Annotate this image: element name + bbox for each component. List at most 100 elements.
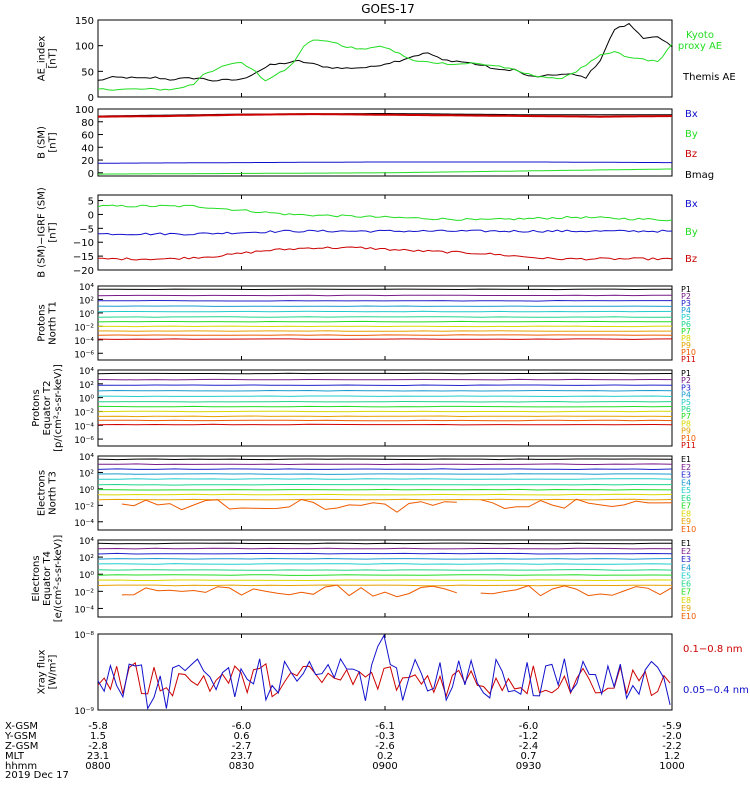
axis-row-value: -2.6 [375,741,395,752]
series-kyoto-proxy-ae [97,39,673,91]
axis-row-label: MLT [5,751,25,762]
y-tick-label: 10⁴ [79,453,94,463]
series-p11 [97,338,673,340]
y-tick-label: −5 [79,224,94,235]
panel-frame [97,539,673,618]
axis-row-label: Z-GSM [5,741,38,752]
legend-p2: P2 [681,376,691,385]
y-tick-label: 10⁰ [79,571,94,581]
y-axis-label: [W/m²] [48,654,59,689]
series-e3 [97,468,673,471]
series-xray-short [97,634,671,711]
series-p7 [97,320,672,323]
legend-p3: P3 [681,383,691,392]
series-e6 [97,569,673,571]
y-axis-label: [nT] [48,222,59,242]
y-tick-label: 60 [81,131,94,142]
series-e5 [98,478,673,480]
y-tick-label: 150 [75,16,94,27]
y-tick-label: 10⁻⁹ [74,707,94,717]
series-e2 [98,463,673,466]
legend-themis-ae: Themis AE [682,72,736,83]
axis-row-value: 0.6 [234,731,250,742]
series-p1 [97,372,673,375]
series-p7 [97,405,673,408]
y-tick-label: 10⁻² [74,588,94,598]
y-tick-label: 80 [81,118,94,129]
y-tick-label: 10⁴ [79,367,94,377]
series-p8 [98,325,673,328]
series-by [98,229,672,236]
series-e7 [97,488,673,491]
legend-bx: Bx [685,109,698,120]
panel-3: B (SM)−IGRF (SM) [nT] 5 0 −5 −10 −15 −20 Bx By Bz [37,187,698,278]
date-label: 2019 Dec 17 [5,770,69,781]
y-tick-label: 10⁰ [79,395,94,405]
legend-e2: E2 [681,463,691,472]
y-tick-label: 10⁻² [74,323,94,333]
series-e1 [97,458,673,461]
axis-row-value: -2.2 [662,741,682,752]
series-by [98,168,672,175]
axis-row-value: -2.8 [88,741,108,752]
axis-row-label: hhmm [5,761,37,772]
series-e10 [480,498,673,510]
y-tick-label: 10⁰ [79,486,94,496]
axis-row-value: -1.2 [519,731,539,742]
axis-row-label: Y-GSM [4,731,37,742]
axis-row-value: 0.2 [377,751,393,762]
legend-e9: E9 [681,604,691,613]
legend-e1: E1 [681,455,691,464]
panel-6: Electrons North T3 10⁴ 10² 10⁰ 10⁻² 10⁻⁴ E1E2E3… [37,453,697,534]
panel-frame [97,455,673,531]
axis-row-value: -5.9 [662,721,682,732]
series-p2 [97,378,673,381]
y-tick-label: 10⁻² [74,502,94,512]
axis-row-value: -0.3 [375,731,395,742]
legend-p11: P11 [681,441,696,450]
legend-e6: E6 [681,494,691,503]
legend-p6: P6 [681,320,691,329]
axis-row-value: -2.7 [232,741,252,752]
series-e6 [97,483,672,486]
series-p10 [98,419,673,422]
time-axis: X-GSM -5.8 -6.0 -6.1 -6.0 -5.9 Y-GSM 1.5 0.6 -0.3… [4,721,685,781]
series-e4 [97,557,673,560]
legend-p4: P4 [681,306,691,315]
axis-row-value: 1000 [659,761,684,772]
series-e8 [97,579,673,582]
panel-frame [97,19,673,98]
y-axis-label: [p/(cm²-s-sr-keV)] [53,364,64,452]
panel-frame [97,108,673,177]
legend-p11: P11 [681,355,696,364]
legend-bmag: Bmag [685,170,714,181]
series-e1 [97,542,672,545]
axis-row-value: -5.8 [88,721,108,732]
y-tick-label: 10² [79,381,94,391]
plot-title: GOES-17 [361,2,415,16]
series-e10 [480,585,673,597]
series-e9 [97,498,673,501]
y-tick-label: 20 [81,156,94,167]
y-axis-label: Protons [31,389,42,426]
y-tick-label: 10⁻⁸ [74,631,94,641]
legend-e6: E6 [681,580,691,589]
legend-e5: E5 [681,571,691,580]
panel-8: Xray flux [W/m²] 10⁻⁸ 10⁻⁹ 0.1−0.8 nm 0.05−0.… [37,631,749,717]
series-p10 [97,334,673,336]
series-p6 [97,400,673,403]
legend-bx: Bx [685,199,698,210]
axis-row-value: -2.0 [662,731,682,742]
y-tick-label: 10² [79,554,94,564]
y-axis-label: North T3 [48,471,59,515]
y-tick-label: 10⁻² [74,408,94,418]
legend-bz: Bz [685,254,697,265]
legend-e7: E7 [681,502,691,511]
axis-row-value: 1.2 [664,751,680,762]
series-p2 [97,294,673,297]
y-tick-label: 10⁻⁴ [74,605,94,615]
axis-row-value: 0900 [372,761,397,772]
